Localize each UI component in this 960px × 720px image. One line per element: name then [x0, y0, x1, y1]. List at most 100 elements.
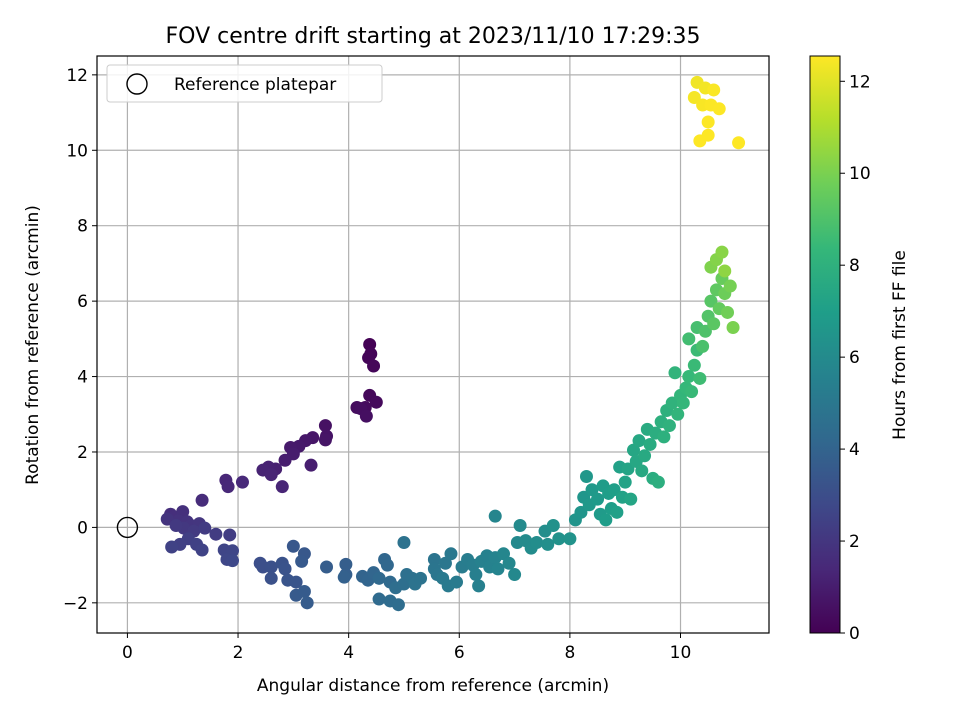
data-point	[732, 136, 746, 150]
data-point	[363, 338, 377, 351]
data-point	[682, 370, 696, 384]
data-point	[278, 562, 292, 576]
data-point	[198, 521, 212, 535]
data-point	[264, 560, 278, 574]
y-tick-label: 4	[77, 368, 88, 388]
grid-lines	[97, 56, 769, 633]
y-tick-label: 2	[77, 443, 88, 463]
data-point	[701, 128, 715, 142]
data-point	[295, 554, 309, 568]
colorbar-tick-label: 8	[849, 256, 860, 276]
colorbar-tick-label: 12	[849, 72, 871, 92]
data-point	[676, 396, 690, 410]
x-tick-label: 6	[454, 643, 465, 663]
chart-title: FOV centre drift starting at 2023/11/10 …	[166, 24, 701, 49]
data-point	[497, 547, 511, 561]
data-point	[169, 519, 183, 533]
data-point	[685, 385, 699, 399]
legend: Reference platepar	[106, 64, 383, 103]
data-point	[546, 519, 560, 533]
data-point	[607, 483, 621, 497]
colorbar-tick-label: 10	[849, 164, 871, 184]
data-point	[235, 475, 249, 489]
data-point	[414, 571, 428, 585]
data-point	[665, 396, 679, 410]
data-point	[707, 83, 721, 97]
data-point	[635, 464, 649, 478]
data-point	[264, 571, 278, 585]
data-point	[687, 90, 701, 104]
data-point	[618, 475, 632, 489]
data-point	[693, 371, 707, 385]
data-point	[701, 115, 715, 129]
data-point	[427, 552, 441, 566]
data-point	[337, 570, 351, 584]
data-point	[367, 359, 381, 373]
data-point	[610, 505, 624, 519]
x-axis-ticks: 0 2 4 6 8 10	[122, 633, 691, 663]
data-point	[397, 535, 411, 549]
data-point	[472, 579, 486, 593]
data-point	[579, 469, 593, 483]
data-point	[450, 575, 464, 589]
data-point	[372, 592, 386, 606]
y-tick-label: 0	[77, 518, 88, 538]
colorbar: 0 2 4 6 8 10 12 Hours from first FF file	[809, 55, 910, 644]
data-point	[318, 419, 332, 433]
data-point	[726, 321, 740, 335]
data-point	[643, 437, 657, 451]
colorbar-ticks: 0 2 4 6 8 10 12	[840, 72, 871, 644]
colorbar-gradient	[809, 55, 841, 634]
data-point	[585, 483, 599, 497]
data-point	[275, 480, 289, 494]
data-point	[300, 596, 314, 610]
data-point	[707, 317, 721, 331]
data-points	[160, 75, 746, 612]
data-point	[278, 453, 292, 467]
data-point	[530, 535, 544, 549]
legend-entry-label: Reference platepar	[174, 75, 336, 95]
data-point	[286, 539, 300, 553]
data-point	[563, 532, 577, 546]
data-point	[391, 598, 405, 612]
x-tick-label: 10	[670, 643, 692, 663]
data-point	[469, 568, 483, 582]
data-point	[438, 556, 452, 570]
data-point	[626, 443, 640, 457]
colorbar-tick-label: 0	[849, 624, 860, 644]
colorbar-tick-label: 6	[849, 348, 860, 368]
data-point	[651, 475, 665, 489]
y-axis-ticks: −2 0 2 4 6 8 10 12	[63, 66, 97, 614]
data-point	[632, 434, 646, 448]
x-tick-label: 2	[233, 643, 244, 663]
data-point	[380, 558, 394, 572]
data-point	[698, 324, 712, 338]
data-point	[574, 505, 588, 519]
data-point	[491, 562, 505, 576]
data-point	[712, 102, 726, 116]
data-point	[320, 560, 334, 574]
reference-platepar-marker	[116, 516, 139, 539]
legend-box	[106, 64, 383, 103]
data-point	[638, 449, 652, 463]
colorbar-tick-label: 2	[849, 532, 860, 552]
data-point	[304, 458, 318, 472]
x-tick-label: 8	[564, 643, 575, 663]
colorbar-tick-label: 4	[849, 440, 860, 460]
data-point	[591, 492, 605, 506]
data-point	[687, 358, 701, 372]
data-point	[508, 568, 522, 582]
data-point	[318, 433, 332, 447]
data-point	[541, 537, 555, 551]
y-axis-label: Rotation from reference (arcmin)	[23, 205, 43, 485]
x-tick-label: 0	[122, 643, 133, 663]
y-tick-label: 8	[77, 217, 88, 237]
data-point	[552, 532, 566, 546]
legend-reference-marker	[126, 73, 148, 95]
data-point	[195, 543, 209, 557]
data-point	[221, 480, 235, 494]
data-point	[624, 492, 638, 506]
data-point	[444, 547, 458, 561]
data-point	[289, 575, 303, 589]
